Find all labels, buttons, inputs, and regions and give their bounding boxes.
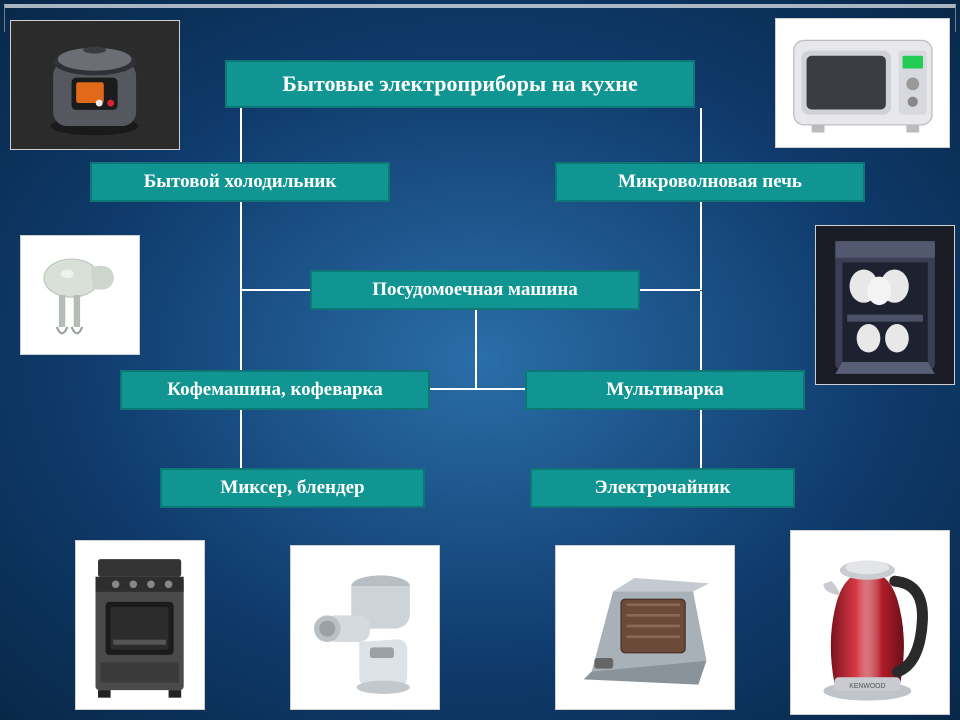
connector-line bbox=[240, 202, 242, 290]
box-multicook: Мультиварка bbox=[525, 370, 805, 410]
connector-line bbox=[475, 310, 477, 388]
microwave-image bbox=[775, 18, 950, 148]
box-microwave: Микроволновая печь bbox=[555, 162, 865, 202]
dishwasher-icon bbox=[823, 234, 947, 376]
connector-line bbox=[640, 289, 700, 291]
connector-line bbox=[240, 289, 310, 291]
box-kettle: Электрочайник bbox=[530, 468, 795, 508]
connector-line bbox=[240, 410, 242, 468]
dishwasher-image bbox=[815, 225, 955, 385]
kettle-image: KENWOOD bbox=[790, 530, 950, 715]
multicooker-image bbox=[10, 20, 180, 150]
kettle-icon: KENWOOD bbox=[799, 540, 941, 705]
svg-text:KENWOOD: KENWOOD bbox=[849, 683, 885, 690]
title-box: Бытовые электроприборы на кухне bbox=[225, 60, 695, 108]
connector-line bbox=[700, 410, 702, 468]
connector-line bbox=[430, 388, 525, 390]
microwave-icon bbox=[785, 25, 941, 140]
mixer-image bbox=[20, 235, 140, 355]
multicooker-icon bbox=[19, 27, 170, 142]
box-mixer: Миксер, блендер bbox=[160, 468, 425, 508]
stove-image bbox=[75, 540, 205, 710]
grinder-image bbox=[290, 545, 440, 710]
connector-line bbox=[240, 108, 242, 162]
connector-line bbox=[700, 108, 702, 162]
box-dishwasher: Посудомоечная машина bbox=[310, 270, 640, 310]
stove-icon bbox=[82, 549, 197, 700]
box-fridge: Бытовой холодильник bbox=[90, 162, 390, 202]
connector-line bbox=[240, 291, 242, 370]
toaster-image bbox=[555, 545, 735, 710]
connector-line bbox=[700, 202, 702, 290]
mixer-icon bbox=[27, 242, 133, 348]
toaster-icon bbox=[565, 554, 725, 701]
box-coffee: Кофемашина, кофеварка bbox=[120, 370, 430, 410]
meat-grinder-icon bbox=[298, 554, 431, 701]
connector-line bbox=[700, 291, 702, 370]
